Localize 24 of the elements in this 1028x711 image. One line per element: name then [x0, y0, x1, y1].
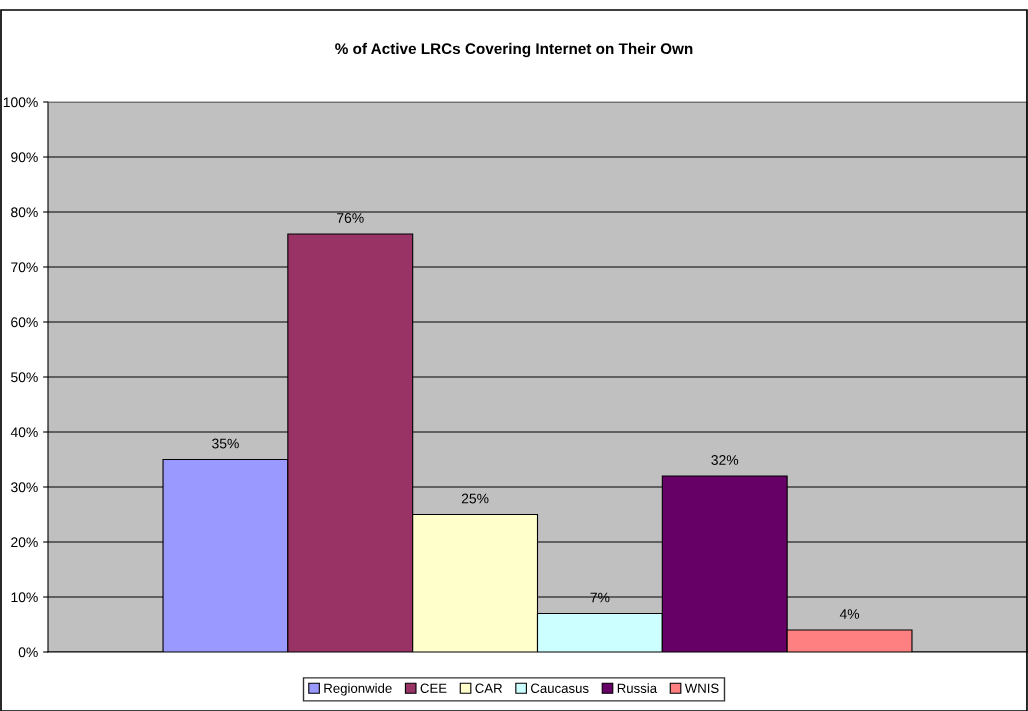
y-tick-label: 40% [10, 427, 38, 438]
y-tick-label: 100% [3, 97, 38, 108]
legend-label: WNIS [684, 683, 719, 693]
data-label: 25% [461, 493, 489, 504]
y-tick-label: 60% [11, 317, 38, 328]
y-tick-label: 30% [11, 482, 38, 493]
y-tick-label: 0% [18, 647, 38, 658]
data-label: 7% [590, 592, 610, 603]
legend-label: CEE [420, 683, 447, 693]
y-tick-label: 50% [11, 372, 38, 383]
legend-label: Russia [617, 683, 658, 693]
legend-label: CAR [475, 683, 503, 693]
legend-label: Regionwide [324, 683, 392, 696]
chart-title: % of Active LRCs Covering Internet on Their Own [335, 42, 693, 58]
y-tick-label: 10% [11, 592, 38, 603]
y-tick-label: 20% [11, 537, 38, 548]
data-label: 32% [711, 455, 739, 465]
y-tick-label: 80% [11, 207, 38, 218]
data-label: 35% [212, 438, 239, 449]
y-tick-label: 90% [11, 152, 38, 163]
data-label: 76% [337, 213, 364, 223]
data-label: 4% [839, 609, 860, 619]
y-tick-label: 70% [11, 262, 38, 273]
legend-label: Caucasus [531, 683, 589, 693]
